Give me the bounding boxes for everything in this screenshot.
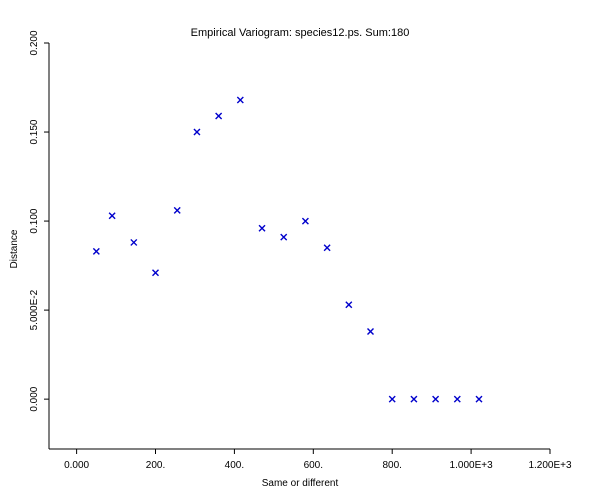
data-point [130, 238, 138, 246]
data-points [92, 96, 483, 403]
y-tick-label: 0.150 [29, 119, 40, 144]
data-point [258, 224, 266, 232]
x-tick-label: 1.200E+3 [528, 460, 572, 471]
x-tick-label: 400. [225, 460, 244, 471]
data-point [280, 233, 288, 241]
y-tick-label: 0.200 [29, 30, 40, 55]
data-point [345, 301, 353, 309]
y-axis-ticks: 0.000 5.000E-2 0.100 0.150 0.200 [29, 30, 49, 412]
data-point [367, 327, 375, 335]
data-point [108, 212, 116, 220]
y-axis-label: Distance [9, 229, 20, 268]
data-point [215, 112, 223, 120]
data-point [152, 269, 160, 277]
x-tick-label: 800. [382, 460, 401, 471]
y-tick-label: 5.000E-2 [29, 289, 40, 330]
data-point [173, 206, 181, 214]
x-axis-ticks: 0.000 200. 400. 600. 800. 1.000E+3 1.200E+3 [64, 449, 572, 471]
data-point [410, 395, 418, 403]
x-axis-label: Same or different [262, 478, 339, 489]
data-point [453, 395, 461, 403]
data-point [323, 244, 331, 252]
data-point [388, 395, 396, 403]
chart-title: Empirical Variogram: species12.ps. Sum:1… [191, 27, 410, 39]
x-tick-label: 1.000E+3 [450, 460, 494, 471]
data-point [236, 96, 244, 104]
data-point [475, 395, 483, 403]
y-tick-label: 0.100 [29, 208, 40, 233]
x-tick-label: 600. [304, 460, 323, 471]
data-point [432, 395, 440, 403]
data-point [193, 128, 201, 136]
x-tick-label: 0.000 [64, 460, 89, 471]
x-tick-label: 200. [146, 460, 165, 471]
data-point [301, 217, 309, 225]
data-point [92, 247, 100, 255]
y-tick-label: 0.000 [29, 386, 40, 411]
